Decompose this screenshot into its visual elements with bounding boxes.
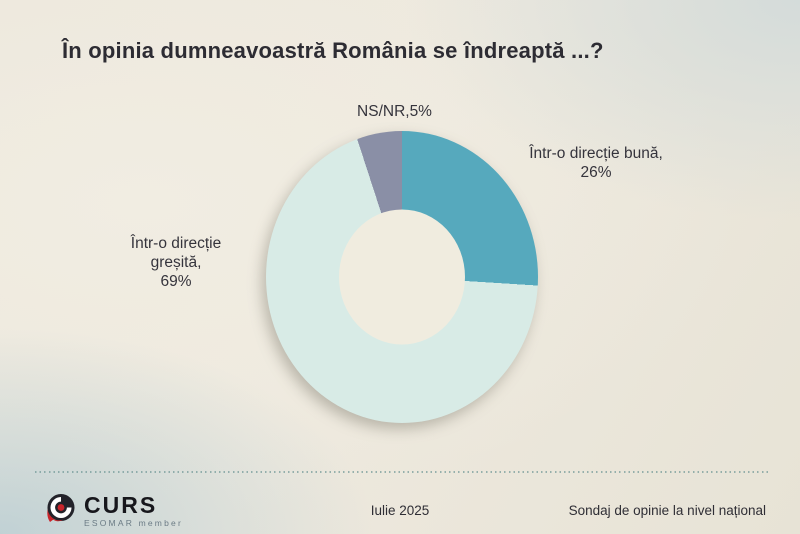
page-title: În opinia dumneavoastră România se îndre… <box>62 38 604 63</box>
donut-chart <box>266 131 538 423</box>
label-directie-gresita-line2: greșită, <box>150 254 202 271</box>
curs-logo-icon <box>47 494 75 522</box>
label-directie-buna-line1: Într-o direcție bună, <box>529 145 663 162</box>
footer-date: Iulie 2025 <box>370 503 430 518</box>
label-ns-nr: NS/NR,5% <box>322 102 467 121</box>
donut-hole <box>339 209 465 345</box>
label-directie-gresita: Într-o direcție greșită, 69% <box>102 234 250 291</box>
dotted-divider <box>35 471 771 473</box>
label-ns-nr-text: NS/NR,5% <box>357 103 432 120</box>
label-directie-buna-value: 26% <box>580 164 612 181</box>
curs-logo-esomar: ESOMAR member <box>84 518 183 528</box>
curs-logo-text: CURS ESOMAR member <box>84 492 183 529</box>
footer-note: Sondaj de opinie la nivel național <box>568 503 766 518</box>
label-directie-gresita-line1: Într-o direcție <box>130 235 222 252</box>
curs-logo: CURS ESOMAR member <box>42 491 183 528</box>
label-directie-buna: Într-o direcție bună, 26% <box>512 144 680 182</box>
curs-logo-name: CURS <box>84 492 158 518</box>
label-directie-gresita-value: 69% <box>160 273 192 290</box>
